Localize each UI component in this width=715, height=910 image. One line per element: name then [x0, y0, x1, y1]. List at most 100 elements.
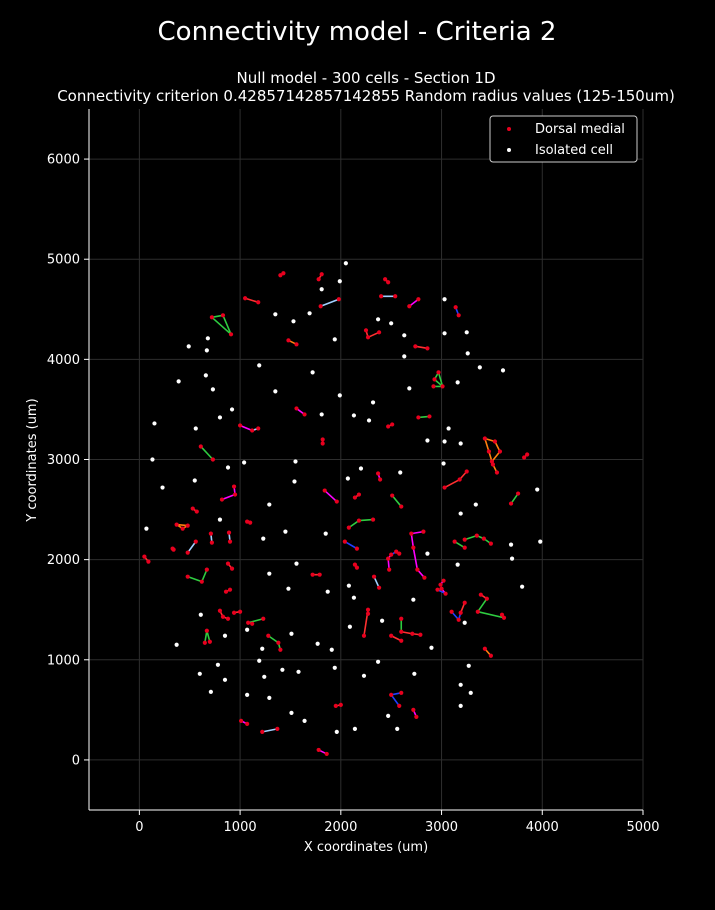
dorsal-medial-point	[456, 313, 461, 318]
isolated-cell-point	[407, 386, 412, 391]
dorsal-medial-point	[411, 707, 416, 712]
connection-edge	[412, 546, 419, 571]
connection-edge	[437, 371, 444, 388]
dorsal-medial-point	[499, 612, 505, 617]
dorsal-medial-point	[199, 579, 204, 584]
x-tick-label: 3000	[425, 820, 458, 835]
connection-edge	[247, 617, 265, 624]
dorsal-medial-point	[475, 609, 480, 614]
isolated-cell-point	[337, 279, 342, 284]
dorsal-medial-point	[478, 592, 483, 597]
dorsal-medial-point	[231, 484, 237, 489]
isolated-cell-point	[402, 354, 407, 359]
dorsal-medial-point	[336, 297, 341, 302]
dorsal-medial-point	[399, 690, 404, 695]
dorsal-medial-point	[225, 561, 231, 566]
isolated-cell-point	[203, 373, 208, 378]
isolated-cell-point	[217, 415, 223, 420]
isolated-cell-point	[210, 387, 215, 392]
isolated-cell-point	[144, 526, 149, 531]
isolated-cell-point	[160, 485, 165, 490]
dorsal-medial-point	[365, 611, 371, 616]
dorsal-medial-point	[228, 332, 234, 337]
dorsal-medial-point	[294, 342, 299, 347]
isolated-cell-point	[323, 531, 328, 536]
legend-label-dorsal-medial: Dorsal medial	[535, 122, 625, 137]
dorsal-medial-point	[266, 633, 271, 638]
dorsal-medial-point	[142, 554, 147, 559]
dorsal-medial-point	[399, 616, 404, 621]
y-axis-ticks: 0 1000 2000 3000 4000 5000 6000	[47, 153, 89, 768]
dorsal-medial-point	[443, 591, 448, 596]
isolated-cell-point	[411, 597, 416, 602]
dorsal-medial-point	[198, 444, 203, 449]
isolated-cell-point	[473, 502, 478, 507]
isolated-cell-point	[286, 586, 291, 591]
isolated-cell-point	[315, 641, 320, 646]
dorsal-medial-point	[361, 633, 367, 638]
isolated-cell-point	[332, 665, 337, 670]
isolated-cell-point	[509, 556, 515, 561]
dorsal-medial-point	[256, 426, 261, 431]
dorsal-medial-point	[376, 330, 382, 335]
dorsal-medial-point	[180, 526, 185, 531]
isolated-cell-point	[520, 584, 525, 589]
dorsal-medial-point	[352, 495, 358, 500]
isolated-cell-point	[442, 331, 447, 336]
connection-edge	[477, 610, 505, 619]
dorsal-medial-point	[302, 412, 307, 417]
dorsal-medial-point	[278, 647, 283, 652]
dorsal-medial-point	[497, 449, 503, 454]
isolated-cell-point	[500, 368, 506, 373]
dorsal-medial-point	[324, 751, 329, 757]
dorsal-medial-point	[354, 546, 360, 551]
isolated-cell-point	[229, 407, 235, 412]
isolated-cell-point	[257, 658, 262, 663]
connection-edge	[484, 437, 490, 453]
dorsal-medial-point	[482, 646, 487, 651]
dorsal-medial-point	[220, 313, 226, 318]
dorsal-medial-point	[207, 639, 212, 644]
dorsal-medial-point	[294, 406, 299, 411]
isolated-cell-point	[198, 612, 203, 617]
dorsal-medial-point	[378, 477, 383, 482]
isolated-cell-point	[294, 561, 299, 566]
dorsal-medial-point	[185, 574, 190, 579]
isolated-cell-point	[150, 457, 155, 462]
dorsal-medial-point	[346, 525, 351, 530]
isolated-cell-point	[402, 333, 407, 338]
isolated-cell-point	[538, 539, 543, 544]
isolated-cell-point	[358, 466, 364, 471]
dorsal-medial-point	[185, 523, 190, 528]
isolated-cell-point	[425, 551, 430, 556]
connection-edge	[186, 575, 203, 583]
isolated-cell-point	[319, 287, 324, 292]
dorsal-medial-point	[435, 587, 440, 592]
dorsal-medial-point	[210, 457, 215, 462]
isolated-cell-point	[446, 426, 451, 431]
isolated-cell-point	[217, 517, 223, 522]
dorsal-medial-point	[319, 272, 324, 277]
dorsal-medial-point	[492, 439, 498, 444]
dorsal-medial-point	[410, 631, 415, 636]
dorsal-medial-point	[439, 586, 444, 591]
dorsal-medial-point	[320, 437, 325, 442]
dorsal-medial-point	[202, 640, 207, 645]
dorsal-medial-point	[317, 572, 322, 577]
dorsal-medial-point	[416, 297, 421, 302]
dorsal-medial-point	[462, 600, 467, 605]
dorsal-medial-point	[486, 449, 491, 454]
dorsal-medial-point	[393, 294, 398, 299]
isolated-cell-point	[192, 478, 197, 483]
dorsal-medial-point	[260, 729, 265, 734]
dorsal-medial-point	[399, 504, 404, 509]
dorsal-medial-point	[190, 506, 195, 511]
connection-edge	[222, 314, 232, 336]
connection-edge	[477, 597, 488, 613]
dorsal-medial-point	[458, 610, 463, 615]
isolated-cell-point	[462, 620, 467, 625]
isolated-cell-point	[205, 336, 210, 341]
isolated-cell-point	[508, 542, 514, 547]
isolated-cell-point	[260, 646, 265, 651]
isolated-cell-point	[193, 426, 198, 431]
